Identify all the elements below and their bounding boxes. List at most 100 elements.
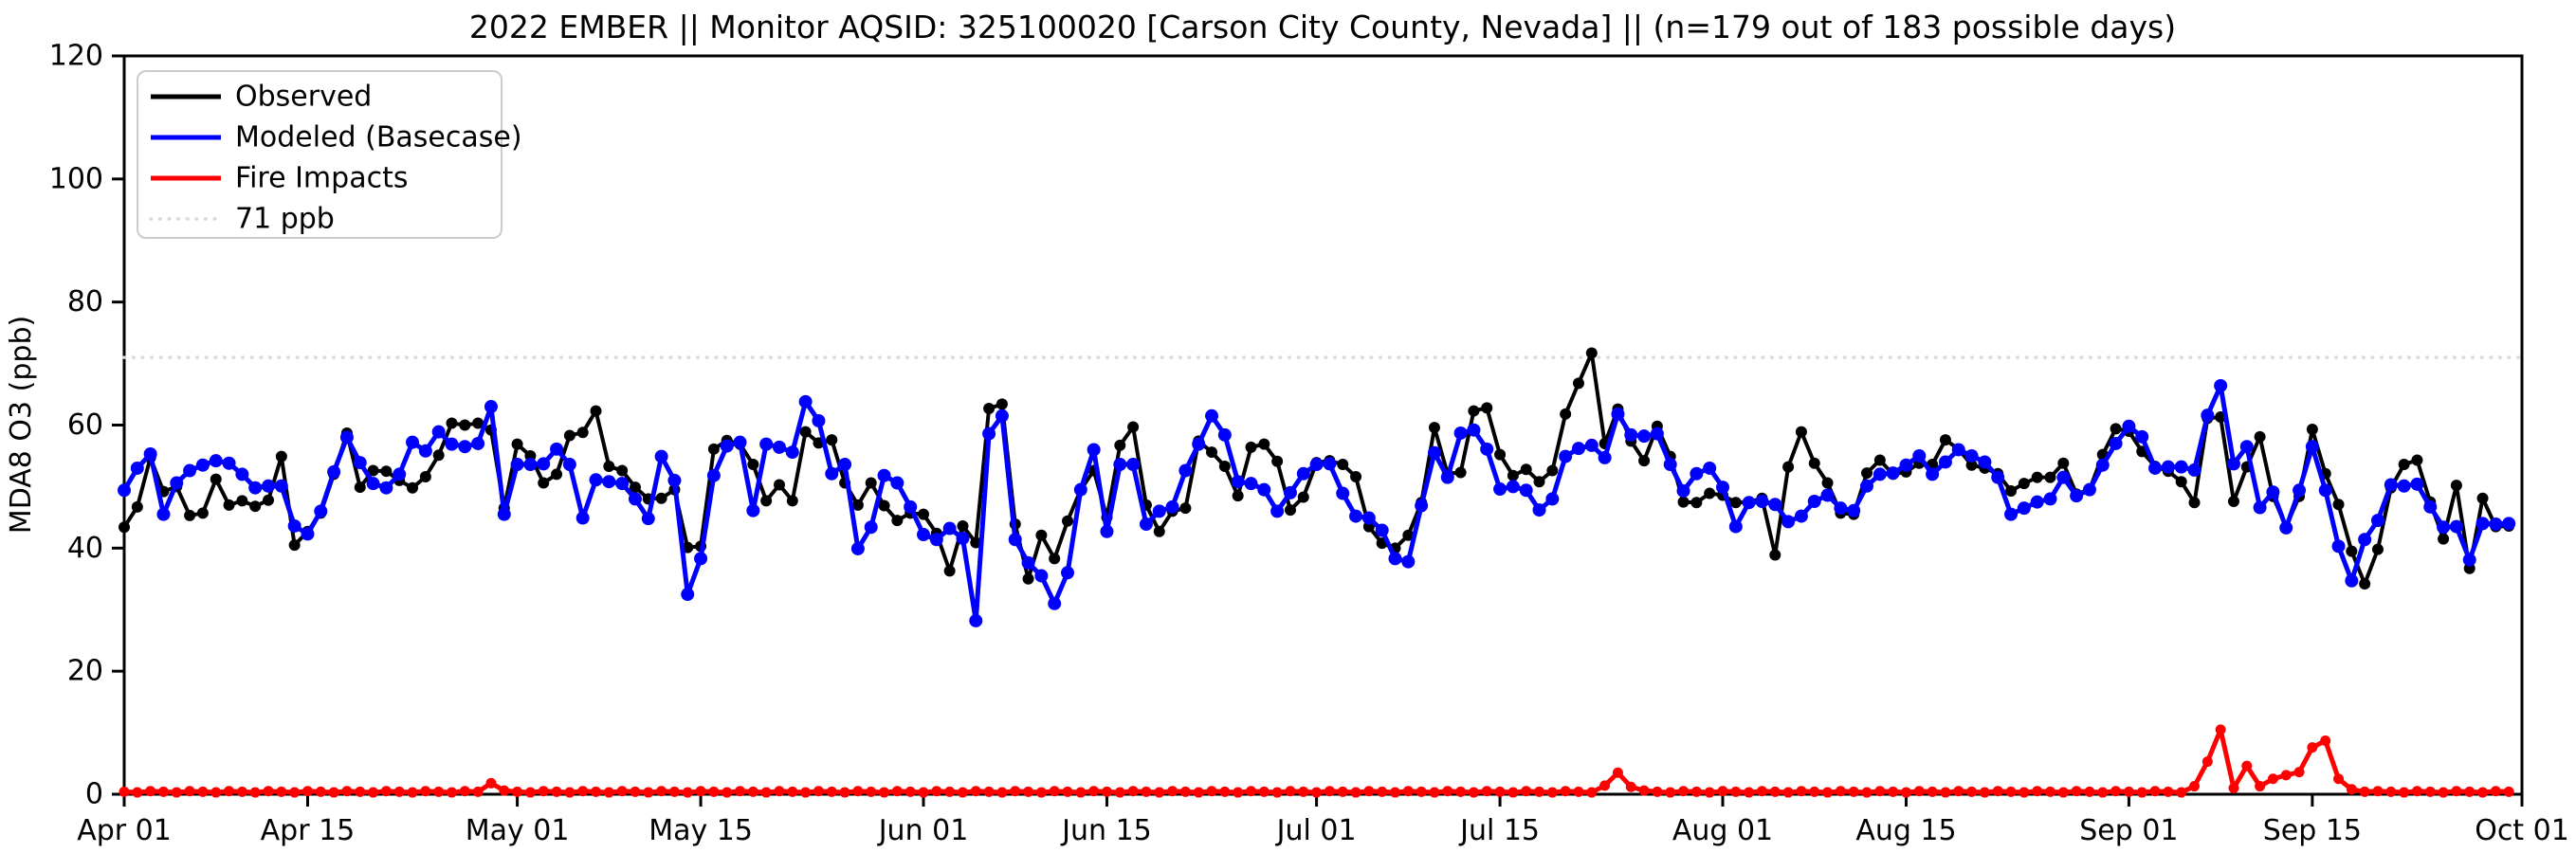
fire-impacts-point: [1035, 787, 1047, 798]
modeled-basecase-point: [917, 528, 930, 542]
modeled-basecase-point: [2305, 440, 2319, 454]
observed-point: [210, 473, 222, 485]
modeled-basecase-point: [1650, 426, 1664, 441]
modeled-basecase-point: [2122, 419, 2136, 433]
fire-impacts-point: [1363, 786, 1375, 797]
observed-point: [1258, 438, 1270, 450]
fire-impacts-point: [630, 786, 641, 797]
fire-impacts-point: [1744, 787, 1755, 798]
fire-impacts-point: [2293, 767, 2305, 778]
observed-point: [419, 471, 431, 483]
observed-point: [131, 500, 143, 513]
fire-impacts-point: [1927, 786, 1938, 797]
fire-impacts-point: [1350, 787, 1361, 798]
modeled-basecase-point: [2148, 461, 2163, 475]
fire-impacts-point: [459, 786, 470, 797]
modeled-basecase-point: [130, 461, 144, 475]
fire-impacts-point: [2490, 786, 2501, 797]
fire-impacts-point: [2280, 770, 2292, 781]
fire-impacts-point: [2424, 786, 2436, 797]
modeled-basecase-point: [969, 613, 983, 627]
fire-impacts-point: [931, 786, 942, 797]
modeled-basecase-point: [2331, 539, 2346, 554]
fire-impacts-point: [276, 786, 287, 797]
modeled-basecase-point: [406, 435, 420, 449]
x-tick-label: Aug 15: [1855, 814, 1956, 847]
fire-impacts-point: [1966, 786, 1978, 797]
modeled-basecase-point: [1506, 480, 1520, 494]
observed-point: [1729, 497, 1742, 509]
fire-impacts-point: [2359, 786, 2370, 797]
modeled-basecase-point: [575, 511, 590, 525]
modeled-basecase-point: [1663, 458, 1677, 472]
observed-point: [970, 536, 982, 549]
modeled-basecase-point: [1244, 477, 1258, 491]
modeled-basecase-point: [2004, 507, 2019, 521]
modeled-basecase-point: [2070, 489, 2084, 503]
fire-impacts-point: [1442, 786, 1453, 797]
fire-impacts-point: [760, 787, 772, 798]
modeled-basecase-point: [170, 476, 184, 490]
modeled-basecase-point: [1427, 445, 1441, 460]
observed-point: [826, 434, 838, 446]
fire-impacts-point: [1271, 787, 1283, 798]
observed-point: [2110, 423, 2122, 435]
observed-point: [996, 398, 1008, 410]
x-tick-label: Jun 15: [1060, 814, 1152, 847]
observed-point: [551, 468, 563, 481]
modeled-basecase-point: [1205, 408, 1219, 423]
x-tick-label: Aug 01: [1672, 814, 1773, 847]
fire-impacts-point: [1311, 787, 1323, 798]
modeled-basecase-point: [2043, 492, 2057, 506]
observed-point: [1402, 529, 1415, 541]
observed-point: [288, 539, 301, 552]
modeled-basecase-point: [1087, 443, 1101, 457]
modeled-basecase-point: [1978, 455, 1992, 469]
observed-point: [1153, 525, 1165, 537]
fire-impacts-point: [1560, 786, 1571, 797]
observed-point: [184, 509, 196, 521]
fire-impacts-point: [2189, 781, 2201, 792]
observed-point: [2359, 577, 2371, 590]
legend: Observed Modeled (Basecase) Fire Impacts 71…: [137, 70, 522, 239]
fire-impacts-point: [2503, 786, 2514, 797]
modeled-basecase-point: [1388, 552, 1402, 566]
modeled-basecase-point: [1480, 442, 1494, 456]
modeled-basecase-point: [458, 440, 472, 454]
fire-impacts-point: [1141, 786, 1152, 797]
fire-impacts-point: [2097, 787, 2109, 798]
modeled-basecase-point: [706, 468, 721, 482]
fire-impacts-point: [2215, 724, 2226, 735]
modeled-basecase-point: [2239, 440, 2254, 454]
observed-point: [2044, 471, 2056, 483]
modeled-basecase-point: [1453, 426, 1468, 440]
observed-point: [1114, 439, 1126, 451]
x-tick-label: Sep 15: [2263, 814, 2362, 847]
modeled-basecase-point: [1257, 482, 1271, 497]
observed-point: [1232, 490, 1244, 502]
series-layer: [118, 347, 2524, 798]
modeled-basecase-point: [1637, 429, 1652, 444]
fire-impacts-point: [2385, 786, 2397, 797]
observed-point: [799, 426, 812, 438]
fire-impacts-point: [184, 786, 195, 797]
observed-point: [249, 500, 262, 513]
modeled-basecase-point: [1886, 466, 1900, 481]
fire-impacts-markers: [119, 724, 2514, 798]
modeled-basecase-point: [195, 458, 210, 472]
y-tick-label: 20: [67, 655, 103, 688]
observed-point: [2450, 480, 2462, 492]
observed-point: [2411, 454, 2423, 466]
y-tick-label: 120: [49, 40, 103, 73]
observed-point: [707, 443, 720, 455]
fire-impacts-point: [2228, 783, 2239, 794]
fire-impacts-point: [1494, 786, 1506, 797]
fire-impacts-point: [341, 786, 353, 797]
observed-point: [275, 450, 287, 463]
fire-impacts-point: [145, 786, 156, 797]
x-tick-label: Sep 01: [2079, 814, 2178, 847]
observed-point: [1481, 402, 1493, 414]
fire-impacts-point: [393, 786, 405, 797]
modeled-basecase-point: [393, 467, 407, 481]
